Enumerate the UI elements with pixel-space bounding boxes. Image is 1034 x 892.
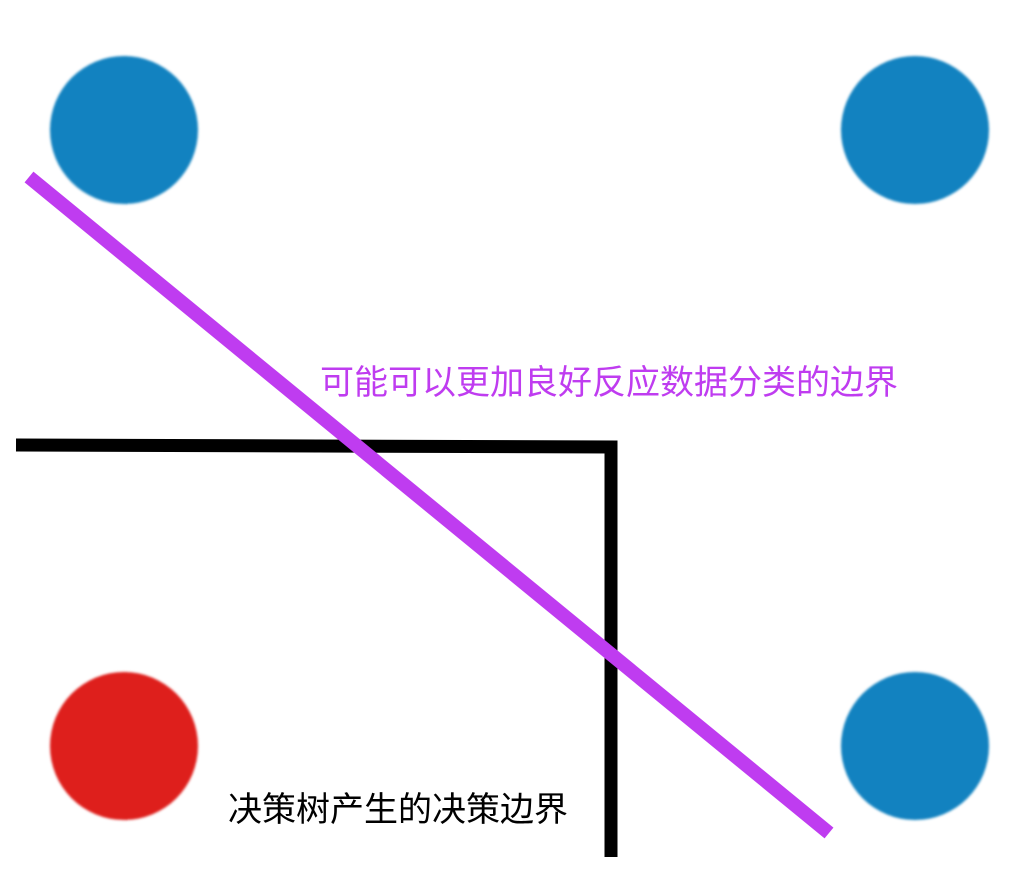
decision-tree-boundary xyxy=(15,438,618,857)
point-bottom-left-red xyxy=(50,672,198,820)
point-bottom-right-blue xyxy=(841,672,989,820)
decision-tree-boundary-label: 决策树产生的决策边界 xyxy=(228,790,568,830)
point-top-right-blue xyxy=(841,56,989,204)
point-top-left-blue xyxy=(50,56,198,204)
linear-boundary xyxy=(24,171,834,839)
linear-boundary-label: 可能可以更加良好反应数据分类的边界 xyxy=(320,363,898,403)
